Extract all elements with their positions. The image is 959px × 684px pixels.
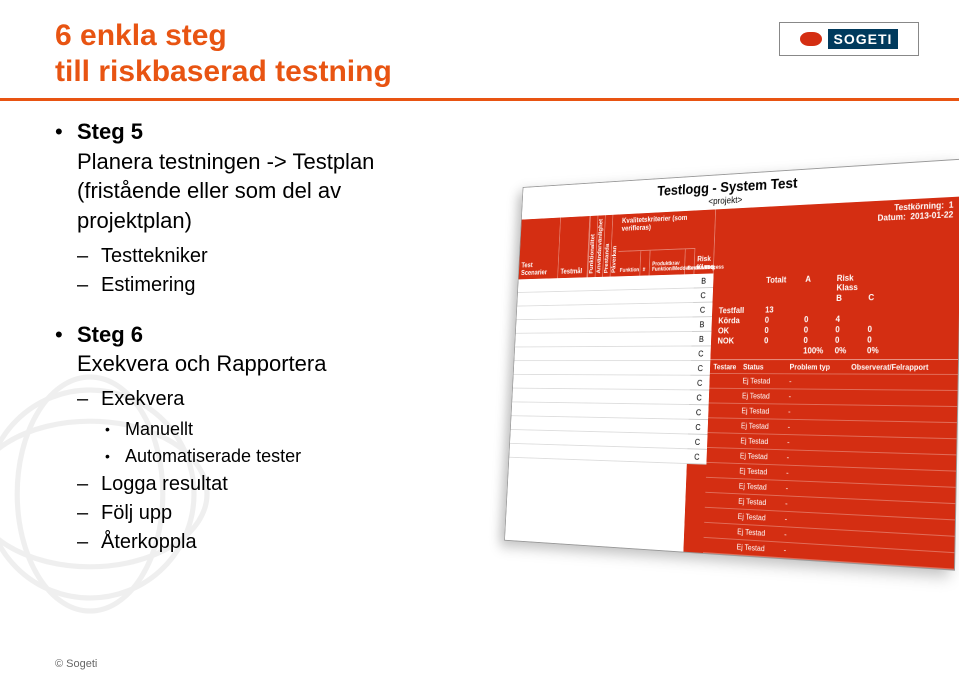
slide-title: 6 enkla stegtill riskbaserad testning: [55, 18, 392, 90]
step5-subitem: Estimering: [77, 271, 455, 300]
footer-copyright: © Sogeti: [55, 658, 97, 670]
logo-text: SOGETI: [828, 29, 899, 49]
risk-cell: C: [689, 405, 709, 420]
step5-sub: (fristående eller som del av projektplan…: [77, 178, 341, 233]
risk-cell: C: [693, 288, 713, 303]
risk-cell: B: [694, 273, 714, 288]
testlog-row-left: [514, 361, 691, 376]
testlog-summary: TotaltARisk KlassBCTestfall13Körda004OK0…: [710, 266, 959, 359]
risk-cell: C: [687, 449, 707, 465]
risk-cell: C: [691, 346, 711, 361]
testlog-header-cell: Test Scenarier: [519, 218, 561, 280]
testlog-row-left: [515, 332, 692, 347]
step5-subitem: Testtekniker: [77, 242, 455, 271]
title-divider: [0, 98, 959, 101]
testlog-header-cell: Funktion: [617, 251, 641, 276]
risk-cell: B: [692, 317, 712, 332]
testlog-header-cell: Risk Klass: [694, 209, 716, 274]
step6-subitem: Logga resultat: [77, 470, 455, 499]
testlog-screenshot: Testlogg - System Test <projekt> Test Sc…: [504, 159, 959, 571]
step6-heading: Exekvera och Rapportera: [77, 351, 326, 376]
risk-cell: C: [693, 303, 713, 318]
testlog-header-cell: Produktkrav Funktion/Meddelanden/Process: [649, 249, 685, 275]
step5-heading: Planera testningen -> Testplan: [77, 149, 374, 174]
risk-cell: C: [687, 434, 707, 449]
step-5: Steg 5 Planera testningen -> Testplan (f…: [55, 117, 455, 300]
step6-subsubitem: Automatiserade tester: [101, 443, 455, 470]
steps-list: Steg 5 Planera testningen -> Testplan (f…: [55, 117, 455, 557]
step6-subsubitem: Manuellt: [101, 416, 455, 443]
testlog-header-cell: Testmål: [558, 216, 590, 278]
step6-subitem: ExekveraManuelltAutomatiserade tester: [77, 385, 455, 470]
step6-label: Steg 6: [77, 322, 143, 347]
step-6: Steg 6 Exekvera och Rapportera ExekveraM…: [55, 320, 455, 557]
testlog-row-left: [514, 346, 691, 361]
step6-subitem: Följ upp: [77, 499, 455, 528]
logo-diamond-icon: [800, 32, 822, 46]
risk-cell: C: [688, 420, 708, 435]
sogeti-logo: SOGETI: [779, 22, 919, 56]
risk-cell: C: [690, 376, 710, 391]
risk-cell: C: [690, 361, 710, 376]
risk-cell: C: [689, 390, 709, 405]
step6-subitem: Återkoppla: [77, 528, 455, 557]
risk-cell: B: [691, 332, 711, 347]
step5-label: Steg 5: [77, 119, 143, 144]
